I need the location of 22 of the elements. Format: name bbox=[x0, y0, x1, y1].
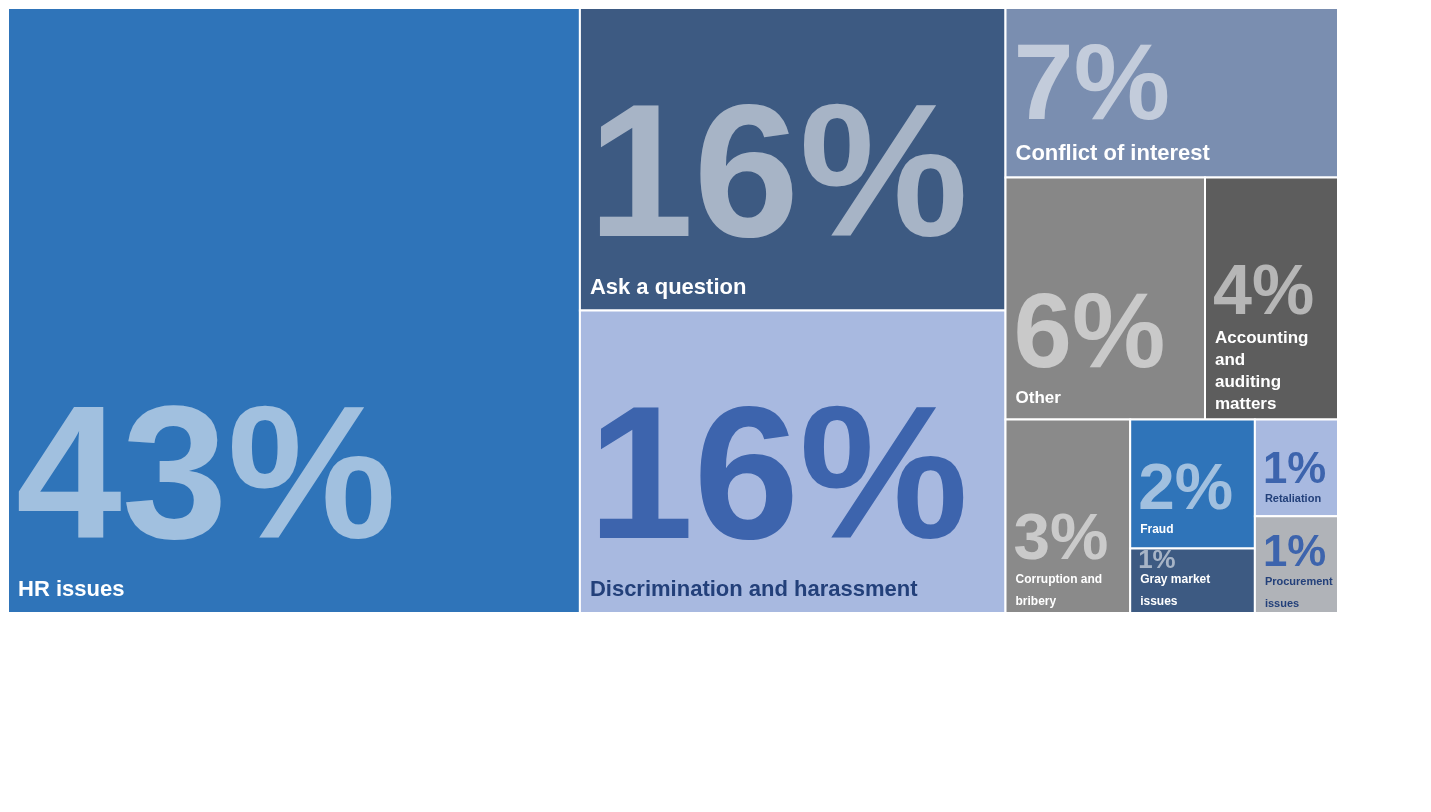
data-label: 6% bbox=[1013, 272, 1166, 390]
data-label: 3% bbox=[1013, 500, 1109, 573]
category-label: HR issues bbox=[18, 576, 125, 601]
category-label: Procurement issues bbox=[1264, 575, 1334, 609]
data-label: 16% bbox=[587, 366, 969, 578]
category-label: Accounting and auditing matters bbox=[1215, 328, 1309, 414]
data-label: 43% bbox=[16, 366, 397, 578]
category-label: Gray market issues bbox=[1140, 572, 1211, 608]
data-label: 1% bbox=[1262, 443, 1327, 493]
data-label: 2% bbox=[1138, 450, 1234, 524]
data-label: 4% bbox=[1213, 251, 1315, 330]
category-label: Fraud bbox=[1140, 522, 1174, 537]
data-label: 1% bbox=[1262, 526, 1327, 575]
category-label: Retaliation bbox=[1264, 492, 1322, 505]
category-label: Other bbox=[1015, 388, 1062, 408]
category-label: Ask a question bbox=[589, 273, 747, 299]
data-label: 1% bbox=[1138, 545, 1176, 573]
data-label: 7% bbox=[1013, 21, 1171, 143]
data-label: 16% bbox=[587, 63, 969, 276]
category-label: Conflict of interest bbox=[1015, 140, 1211, 166]
category-label: Corruption and bribery bbox=[1015, 572, 1103, 608]
category-label: Discrimination and harassment bbox=[589, 576, 919, 601]
